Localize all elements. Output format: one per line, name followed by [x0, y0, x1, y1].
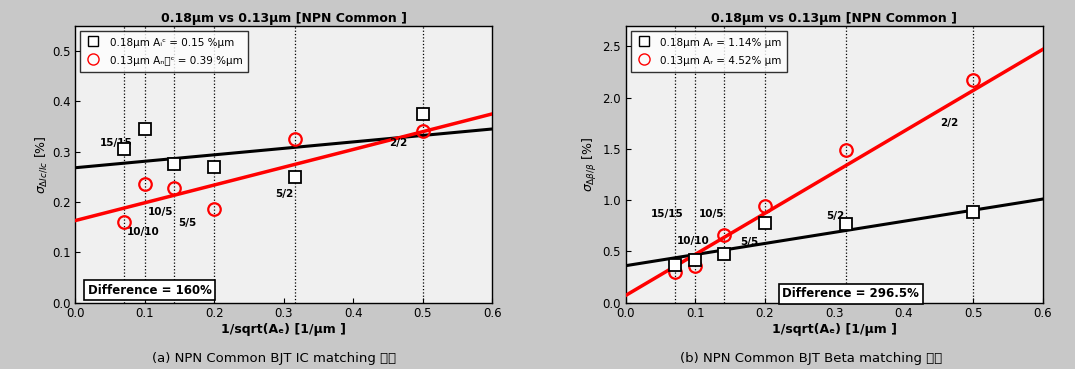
Text: 10/5: 10/5	[148, 207, 174, 217]
Text: (b) NPN Common BJT Beta matching 특성: (b) NPN Common BJT Beta matching 특성	[680, 352, 943, 365]
Text: 5/5: 5/5	[178, 218, 197, 228]
Text: (a) NPN Common BJT IC matching 특성: (a) NPN Common BJT IC matching 특성	[152, 352, 397, 365]
Legend: 0.18μm Aᵢᶜ = 0.15 %μm, 0.13μm Aₙᶇᶜ = 0.39 %μm: 0.18μm Aᵢᶜ = 0.15 %μm, 0.13μm Aₙᶇᶜ = 0.3…	[81, 31, 247, 72]
Text: 10/5: 10/5	[699, 208, 725, 218]
Title: 0.18μm vs 0.13μm [NPN Common ]: 0.18μm vs 0.13μm [NPN Common ]	[712, 12, 957, 25]
Text: 15/15: 15/15	[650, 208, 684, 218]
Text: 2/2: 2/2	[940, 118, 958, 128]
Title: 0.18μm vs 0.13μm [NPN Common ]: 0.18μm vs 0.13μm [NPN Common ]	[161, 12, 406, 25]
Y-axis label: $\sigma_{\Delta\beta/\beta}\ [\%]$: $\sigma_{\Delta\beta/\beta}\ [\%]$	[582, 137, 600, 192]
Text: Difference = 160%: Difference = 160%	[88, 283, 212, 297]
Legend: 0.18μm Aᵣ = 1.14% μm, 0.13μm Aᵣ = 4.52% μm: 0.18μm Aᵣ = 1.14% μm, 0.13μm Aᵣ = 4.52% …	[631, 31, 787, 72]
Text: 5/5: 5/5	[741, 237, 759, 247]
Text: 10/10: 10/10	[127, 227, 159, 237]
Text: 5/2: 5/2	[275, 189, 293, 199]
X-axis label: 1/sqrt(Aₑ) [1/μm ]: 1/sqrt(Aₑ) [1/μm ]	[221, 323, 346, 336]
Y-axis label: $\sigma_{\Delta Ic/Ic}\ [\%]$: $\sigma_{\Delta Ic/Ic}\ [\%]$	[33, 135, 49, 193]
Text: Difference = 296.5%: Difference = 296.5%	[783, 287, 919, 300]
X-axis label: 1/sqrt(Aₑ) [1/μm ]: 1/sqrt(Aₑ) [1/μm ]	[772, 323, 897, 336]
Text: 5/2: 5/2	[826, 211, 844, 221]
Text: 10/10: 10/10	[677, 236, 710, 246]
Text: 15/15: 15/15	[100, 138, 133, 148]
Text: 2/2: 2/2	[389, 138, 407, 148]
